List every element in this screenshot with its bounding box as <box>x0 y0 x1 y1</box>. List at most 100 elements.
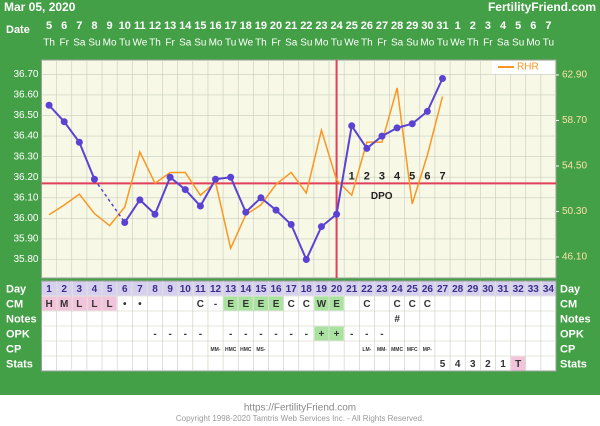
temperature-point <box>151 210 159 218</box>
cell-text: MMC <box>391 347 403 353</box>
day-label: 10 <box>180 284 192 295</box>
y-tick-label: 36.60 <box>13 90 38 101</box>
temperature-point <box>257 194 265 202</box>
cell-fill <box>102 296 117 311</box>
weekday-label: We <box>344 38 359 49</box>
day-cell <box>299 281 314 296</box>
cell-fill <box>329 296 344 311</box>
y-tick-label: 36.50 <box>13 110 38 121</box>
row-label: Day <box>6 283 27 295</box>
cell-fill <box>314 326 329 341</box>
cell-fill <box>511 356 526 371</box>
day-cell <box>87 281 102 296</box>
legend-box <box>492 61 554 74</box>
day-label: 28 <box>452 284 464 295</box>
cell-fill <box>314 296 329 311</box>
temperature-point <box>196 202 204 210</box>
day-label: 16 <box>270 284 282 295</box>
temperature-point <box>75 138 83 146</box>
day-cell <box>132 281 147 296</box>
cell-text: L <box>76 299 82 310</box>
cell-text: - <box>259 329 262 340</box>
cell-text: C <box>303 299 310 310</box>
date-label: 27 <box>376 20 388 32</box>
y-tick-label: 36.30 <box>13 151 38 162</box>
day-label: 17 <box>286 284 298 295</box>
footer-url: https://FertilityFriend.com <box>244 403 356 414</box>
day-cell <box>147 281 163 296</box>
day-label: 7 <box>137 284 143 295</box>
weekday-label: Th <box>149 38 161 49</box>
temperature-point <box>227 173 235 181</box>
y2-tick-label: 50.30 <box>562 206 587 217</box>
cell-text: 2 <box>485 359 491 370</box>
temperature-point <box>363 144 371 152</box>
cell-text: - <box>350 329 353 340</box>
day-label: 2 <box>61 284 67 295</box>
cell-text: - <box>290 329 293 340</box>
date-label: 4 <box>500 20 507 32</box>
temperature-point <box>136 196 144 204</box>
cell-text: - <box>229 329 232 340</box>
date-label: 16 <box>209 20 221 32</box>
day-label: 1 <box>46 284 52 295</box>
row-label: CM <box>560 298 577 310</box>
row-label: OPK <box>6 328 30 340</box>
date-label: 3 <box>485 20 491 32</box>
temperature-point <box>393 124 401 132</box>
weekday-label: Mo <box>209 38 223 49</box>
dpo-title: DPO <box>371 191 393 202</box>
day-label: 14 <box>240 284 252 295</box>
date-label: 7 <box>76 20 82 32</box>
date-strip <box>41 18 556 51</box>
day-label: 6 <box>122 284 128 295</box>
cell-text: M <box>60 299 68 310</box>
date-label: 11 <box>134 20 146 32</box>
temperature-point <box>181 186 189 194</box>
cell-text: MP- <box>423 347 433 353</box>
day-cell <box>57 281 72 296</box>
cell-text: E <box>333 299 340 310</box>
cell-text: L <box>91 299 97 310</box>
temperature-point <box>348 122 356 130</box>
day-cell <box>253 281 268 296</box>
day-label: 29 <box>467 284 479 295</box>
cell-text: C <box>409 299 416 310</box>
cell-fill <box>72 296 87 311</box>
weekday-label: Mo <box>314 38 328 49</box>
footer-background <box>0 395 600 426</box>
row-label: Notes <box>560 313 591 325</box>
day-cell <box>344 281 359 296</box>
cell-fill <box>87 296 102 311</box>
cell-text: HMC <box>225 347 237 353</box>
cell-text: MM- <box>377 347 387 353</box>
date-label: 30 <box>421 20 433 32</box>
weekday-label: We <box>132 38 147 49</box>
cell-text: + <box>334 329 340 340</box>
row-label: CP <box>6 343 21 355</box>
day-label: 26 <box>422 284 434 295</box>
cell-text: E <box>227 299 234 310</box>
weekday-label: Tu <box>437 38 448 49</box>
cell-text: 1 <box>500 359 506 370</box>
y-tick-label: 36.70 <box>13 69 38 80</box>
cell-text: H <box>45 299 52 310</box>
gap-connector <box>93 178 126 223</box>
cell-text: - <box>274 329 277 340</box>
temperature-point <box>439 75 447 83</box>
day-cell <box>526 281 541 296</box>
weekday-label: Fr <box>165 38 175 49</box>
day-cell <box>359 281 374 296</box>
cell-fill <box>42 296 57 311</box>
day-label: 21 <box>346 284 358 295</box>
day-cell <box>208 281 223 296</box>
cell-text: - <box>153 329 156 340</box>
day-cell <box>102 281 117 296</box>
weekday-label: Sa <box>73 38 86 49</box>
day-label: 30 <box>482 284 494 295</box>
date-label: 7 <box>545 20 551 32</box>
temperature-point <box>317 223 325 231</box>
cell-text: - <box>244 329 247 340</box>
date-label: 1 <box>455 20 461 32</box>
day-label: 31 <box>497 284 509 295</box>
